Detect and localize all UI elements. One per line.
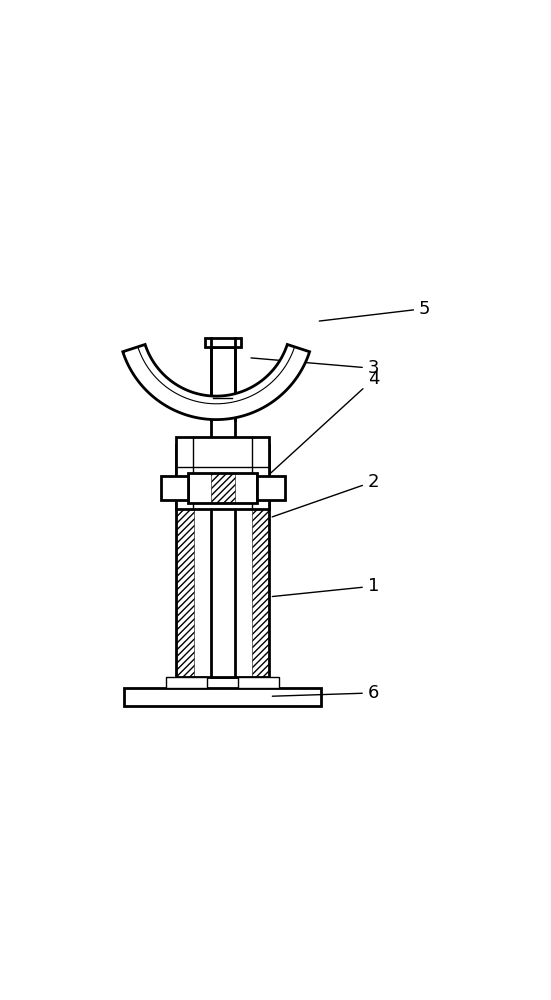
Bar: [204, 338, 241, 347]
Bar: [252, 437, 269, 509]
Bar: [166, 677, 207, 688]
Text: 4: 4: [259, 370, 379, 484]
Bar: [176, 437, 193, 509]
Bar: [188, 473, 257, 503]
Bar: [210, 473, 235, 503]
Bar: [176, 445, 269, 677]
Bar: [125, 688, 321, 706]
Text: 3: 3: [251, 358, 379, 377]
Bar: [176, 445, 193, 677]
Text: 5: 5: [320, 300, 430, 321]
Polygon shape: [123, 344, 310, 420]
Bar: [210, 347, 235, 503]
Bar: [239, 677, 279, 688]
Bar: [176, 437, 269, 509]
Text: 2: 2: [272, 473, 379, 517]
Bar: [257, 476, 284, 500]
Text: 6: 6: [272, 684, 379, 702]
Bar: [252, 445, 269, 677]
Bar: [161, 476, 188, 500]
Text: 1: 1: [272, 577, 379, 597]
Bar: [210, 347, 235, 677]
